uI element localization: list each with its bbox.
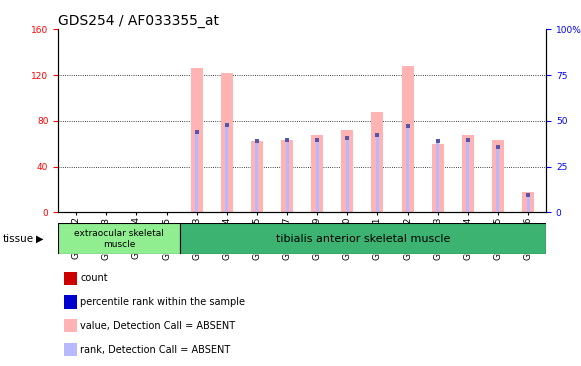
Bar	[315, 140, 319, 212]
Bar	[436, 141, 439, 212]
Bar	[225, 125, 228, 212]
FancyBboxPatch shape	[180, 223, 546, 254]
Text: ▶: ▶	[36, 234, 44, 244]
FancyBboxPatch shape	[58, 223, 180, 254]
Bar	[462, 134, 474, 212]
Bar	[467, 140, 469, 212]
Bar	[406, 127, 409, 212]
Bar	[492, 140, 504, 212]
Bar	[432, 144, 444, 212]
Bar	[195, 132, 198, 212]
Text: percentile rank within the sample: percentile rank within the sample	[80, 297, 245, 307]
Text: tibialis anterior skeletal muscle: tibialis anterior skeletal muscle	[276, 234, 450, 244]
Bar	[496, 147, 500, 212]
Text: value, Detection Call = ABSENT: value, Detection Call = ABSENT	[80, 321, 235, 331]
Text: count: count	[80, 273, 108, 283]
Bar	[376, 134, 379, 212]
Bar	[256, 141, 259, 212]
Bar	[281, 140, 293, 212]
Bar	[191, 68, 203, 212]
Bar	[221, 73, 233, 212]
Bar	[401, 66, 414, 212]
Bar	[251, 141, 263, 212]
Bar	[311, 134, 323, 212]
Text: GDS254 / AF033355_at: GDS254 / AF033355_at	[58, 14, 219, 28]
Bar	[285, 140, 289, 212]
Text: rank, Detection Call = ABSENT: rank, Detection Call = ABSENT	[80, 344, 231, 355]
Bar	[341, 130, 353, 212]
Bar	[346, 138, 349, 212]
Bar	[522, 192, 534, 212]
Bar	[371, 112, 383, 212]
Bar	[526, 195, 529, 212]
Text: tissue: tissue	[3, 234, 34, 244]
Text: extraocular skeletal
muscle: extraocular skeletal muscle	[74, 229, 164, 249]
